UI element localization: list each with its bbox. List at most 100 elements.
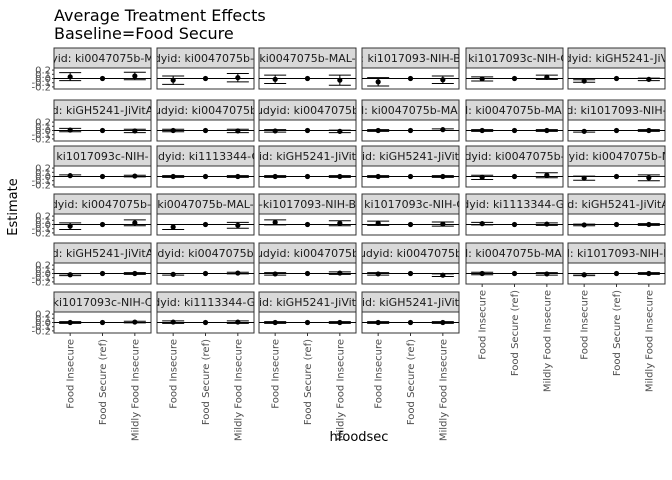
facet-panel: d: ki0047075b-MAL xyxy=(357,99,465,142)
data-point xyxy=(613,127,620,134)
data-point xyxy=(202,173,209,180)
y-tick-label: 0.2 xyxy=(35,164,51,175)
data-point xyxy=(132,173,138,179)
data-point xyxy=(99,221,106,228)
data-point xyxy=(407,270,414,277)
data-point xyxy=(581,175,587,181)
data-point xyxy=(375,271,381,277)
facet-panel: ki0047075b-MAL- xyxy=(258,47,357,90)
data-point xyxy=(479,127,485,134)
data-point xyxy=(511,173,518,180)
y-tick-label: -0.1 xyxy=(31,130,51,141)
data-point xyxy=(272,219,278,225)
x-tick-label: Mildly Food Insecure xyxy=(233,339,244,441)
x-tick-label: Food Insecure xyxy=(478,290,489,360)
facet-strip-label: : ki1017093-NIH-B xyxy=(360,52,460,65)
facet-panel: dyid: ki0047075b xyxy=(156,242,255,285)
data-point xyxy=(544,74,550,80)
data-point xyxy=(646,270,652,277)
facet-strip-label: d: ki0047075b-MAL xyxy=(357,104,465,117)
facet-strip-label: dyid: ki0047075b-M xyxy=(562,150,672,163)
data-point xyxy=(170,319,176,325)
data-point xyxy=(99,75,106,82)
x-tick-label: Mildly Food Insecure xyxy=(542,290,553,392)
data-point xyxy=(407,319,414,326)
data-point xyxy=(407,221,414,228)
facet-strip-label: d: kiGH5241-JiVitA xyxy=(52,247,154,260)
data-point xyxy=(440,272,446,278)
y-tick-label: -0.1 xyxy=(31,273,51,284)
y-tick-label: -0.1 xyxy=(31,78,51,89)
x-tick-label: Mildly Food Insecure xyxy=(335,339,346,441)
facet-panel: udyid: ki0047075b xyxy=(361,242,460,285)
data-point xyxy=(479,270,485,277)
x-tick-label: Food Insecure xyxy=(580,290,591,360)
facet-strip-label: yid: ki0047075b-M xyxy=(51,52,154,65)
chart-title: Average Treatment Effects xyxy=(54,6,266,25)
data-point xyxy=(67,74,73,80)
data-point xyxy=(304,127,311,134)
data-point xyxy=(407,127,414,134)
x-tick-label: Food Insecure xyxy=(271,339,282,409)
x-tick-label: Food Secure (ref) xyxy=(98,339,109,425)
data-point xyxy=(407,75,414,82)
facet-strip-label: udyid: ki0047075b xyxy=(256,104,359,117)
x-tick-label: Food Secure (ref) xyxy=(612,290,623,376)
data-point xyxy=(304,270,311,277)
x-tick-label: Mildly Food Insecure xyxy=(644,290,655,392)
facet-strip-label: ki0047075b-MAL- xyxy=(259,52,355,65)
data-point xyxy=(67,319,73,326)
data-point xyxy=(581,78,587,84)
facet-panel: id: kiGH5241-JiVitA xyxy=(564,193,669,236)
y-tick-label: 0.1 xyxy=(35,216,51,227)
y-tick-label: 0.2 xyxy=(35,310,51,321)
x-tick-label: Food Secure (ref) xyxy=(510,290,521,376)
data-point xyxy=(235,222,241,228)
data-point xyxy=(304,75,311,82)
data-point xyxy=(440,127,446,133)
facet-panel: dyid: ki0047075b-I0.20.10.0-0.1-0.2 xyxy=(31,193,152,239)
y-tick-label: -0.1 xyxy=(31,322,51,333)
data-point xyxy=(479,76,485,82)
data-point xyxy=(304,221,311,228)
data-point xyxy=(375,220,381,226)
facet-panel: id: kiGH5241-JiVit xyxy=(361,291,460,334)
y-tick-label: -0.2 xyxy=(31,180,51,191)
facet-strip-label: udyid: ki0047075b xyxy=(154,104,257,117)
facet-strip-label: ki1017093c-NIH-C xyxy=(53,296,153,309)
data-point xyxy=(67,173,73,179)
data-point xyxy=(440,221,446,227)
facet-panel: udyid: ki0047075b xyxy=(256,99,359,142)
facet-strip-label: udyid: ki0047075b xyxy=(256,247,359,260)
x-tick-label: Food Secure (ref) xyxy=(303,339,314,425)
data-point xyxy=(613,173,620,180)
facet-panel: ki1017093c-NIH-C0.20.10.0-0.1-0.2 xyxy=(31,291,153,337)
y-tick-label: 0.0 xyxy=(35,74,51,85)
data-point xyxy=(272,76,278,82)
facet-panel: : ki1017093c-NIH-C xyxy=(465,47,564,90)
facet-strip-label: dyid: ki0047075b- xyxy=(464,150,564,163)
data-point xyxy=(511,75,518,82)
facet-panel: : ki1017093c-NIH-C xyxy=(361,193,460,236)
x-tick-label: Food Insecure xyxy=(66,339,77,409)
data-point xyxy=(544,221,550,227)
data-point xyxy=(544,172,550,178)
data-point xyxy=(272,319,278,326)
y-tick-label: -0.2 xyxy=(31,326,51,337)
x-tick-label: Mildly Food Insecure xyxy=(438,339,449,441)
facet-strip-label: udyid: kiGH5241-JiVit xyxy=(558,52,672,65)
facet-strip-label: id: kiGH5241-JiVitA xyxy=(564,198,669,211)
data-point xyxy=(613,221,620,228)
facet-strip-label: ki0047075b-MAL- xyxy=(157,198,253,211)
x-tick-label: Food Insecure xyxy=(169,339,180,409)
facet-panel: dyid: ki0047075b-M xyxy=(562,145,672,188)
data-point xyxy=(202,127,209,134)
data-point xyxy=(375,127,381,134)
facet-panel: -ki1017093-NIH-B xyxy=(258,193,357,236)
data-point xyxy=(646,76,652,82)
data-point xyxy=(304,319,311,326)
y-tick-label: 0.1 xyxy=(35,70,51,81)
x-axis-title: hfoodsec xyxy=(330,430,389,445)
facet-panel: d: ki1017093-NIH-E xyxy=(567,242,666,285)
data-point xyxy=(170,271,176,277)
